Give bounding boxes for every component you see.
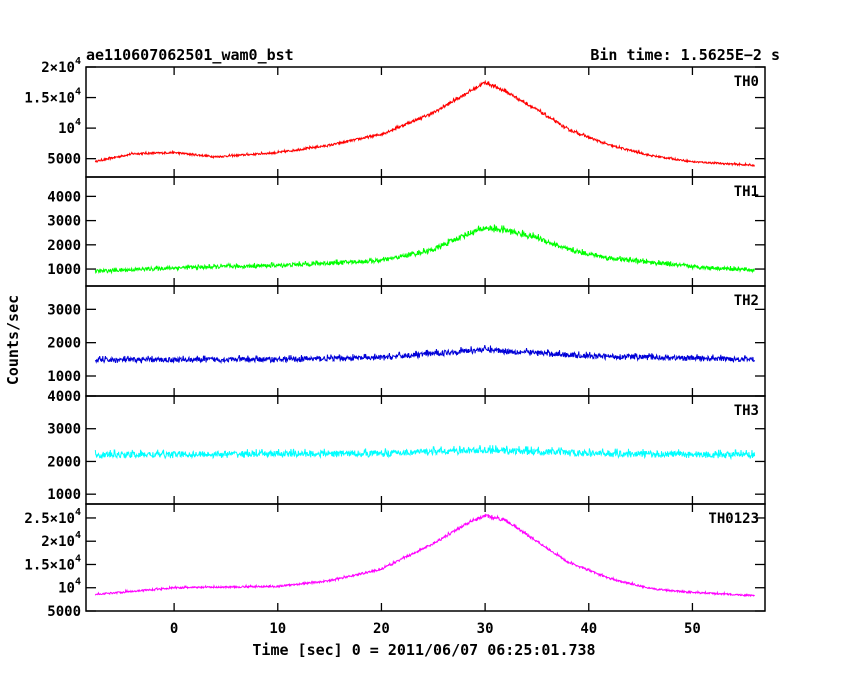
- x-axis-label: Time [sec] 0 = 2011/06/07 06:25:01.738: [252, 641, 595, 659]
- y-tick-label: 3000: [47, 302, 81, 318]
- series-th0123: [94, 513, 755, 598]
- y-tick-label: 4000: [47, 389, 81, 405]
- y-tick-label: 2.5×104: [24, 507, 81, 527]
- panel-th0123: 5000 104 1.5×104 2×104 2.5×104 TH0123: [24, 503, 766, 620]
- x-tick-label: 20: [373, 621, 390, 637]
- y-tick-label: 1000: [47, 262, 81, 278]
- y-tick-label: 4000: [47, 189, 81, 205]
- panel-th3: 1000 2000 3000 4000 TH3: [47, 389, 766, 505]
- x-axis-ticks: 0 10 20 30 40 50: [170, 621, 701, 637]
- series-th0: [94, 79, 755, 168]
- y-tick-label: 1.5×104: [24, 87, 81, 107]
- y-tick-label: 104: [58, 117, 81, 137]
- panel-th2: 1000 2000 3000 TH2: [47, 285, 766, 397]
- y-tick-label: 2000: [47, 454, 81, 470]
- panel-frame: [85, 285, 766, 397]
- x-tick-label: 50: [684, 621, 701, 637]
- x-tick-label: 0: [170, 621, 178, 637]
- panels-group: 5000 104 1.5×104 2×104 TH0 1000 2000 3000 4000 TH…: [24, 56, 766, 620]
- series-th3: [94, 445, 756, 461]
- series-th2: [94, 344, 756, 365]
- panel-label-th1: TH1: [734, 184, 759, 200]
- y-tick-label: 104: [58, 577, 81, 597]
- series-th1: [94, 224, 756, 275]
- panel-frame: [85, 503, 766, 612]
- panel-label-th0123: TH0123: [708, 511, 759, 527]
- panel-label-th0: TH0: [734, 74, 759, 90]
- y-tick-label: 1000: [47, 369, 81, 385]
- x-tick-label: 40: [580, 621, 597, 637]
- panel-frame: [85, 176, 766, 287]
- y-tick-label: 1000: [47, 487, 81, 503]
- x-tick-label: 30: [477, 621, 494, 637]
- panel-label-th2: TH2: [734, 293, 759, 309]
- panel-label-th3: TH3: [734, 403, 759, 419]
- y-axis-label: Counts/sec: [4, 295, 22, 385]
- y-tick-label: 5000: [47, 604, 81, 620]
- y-tick-label: 3000: [47, 422, 81, 438]
- y-tick-label: 5000: [47, 152, 81, 168]
- bin-time-label: Bin time: 1.5625E−2 s: [590, 46, 780, 64]
- panel-th0: 5000 104 1.5×104 2×104 TH0: [24, 56, 766, 178]
- y-tick-label: 2000: [47, 238, 81, 254]
- y-tick-label: 1.5×104: [24, 553, 81, 573]
- y-tick-label: 2×104: [41, 530, 81, 550]
- x-tick-label: 10: [269, 621, 286, 637]
- y-tick-label: 3000: [47, 214, 81, 230]
- y-tick-label: 2000: [47, 336, 81, 352]
- y-tick-label: 2×104: [41, 56, 81, 76]
- panel-frame: [85, 66, 766, 178]
- panel-th1: 1000 2000 3000 4000 TH1: [47, 176, 766, 287]
- plot-title: ae110607062501_wam0_bst: [86, 46, 294, 64]
